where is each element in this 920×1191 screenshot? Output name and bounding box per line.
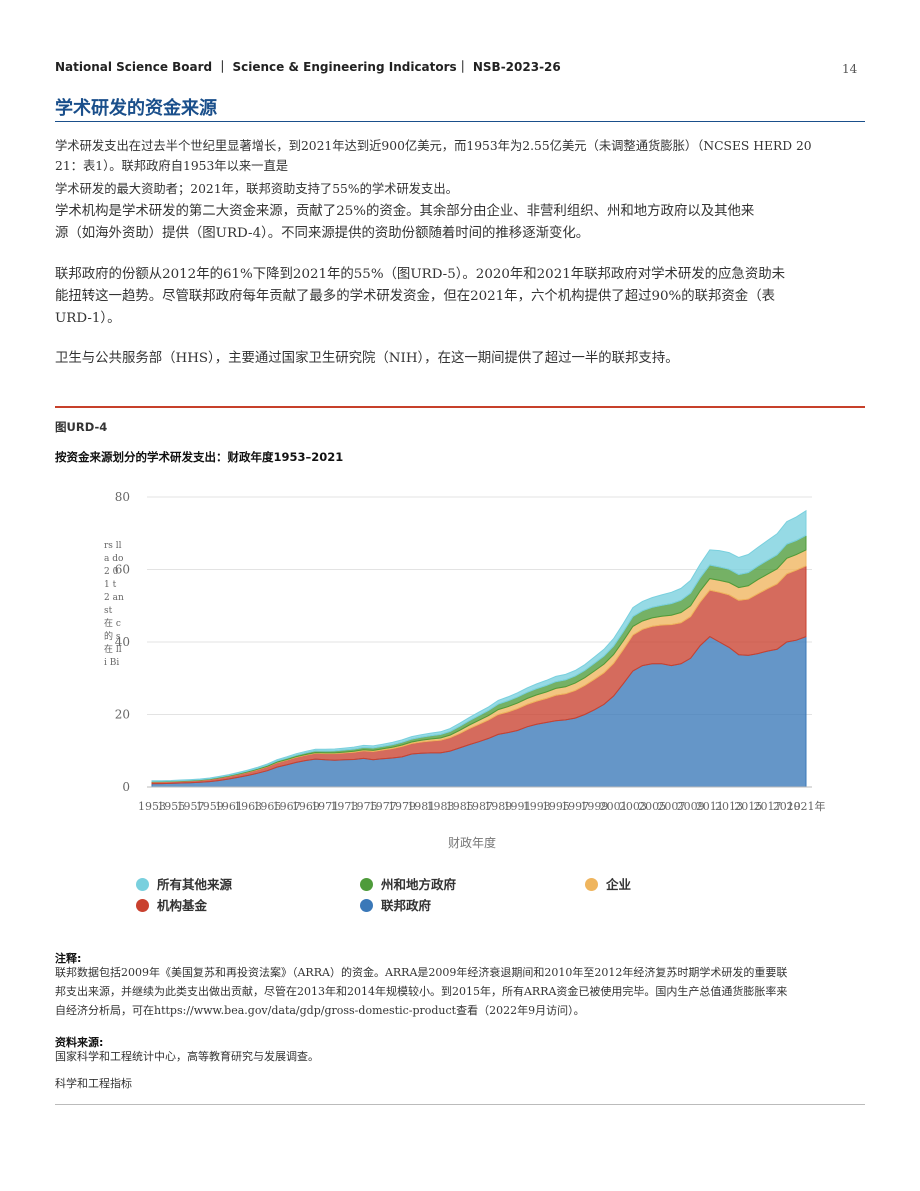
x-tick-label: 1981 (407, 800, 435, 813)
x-tick-label: 1985 (446, 800, 474, 813)
x-tick-label: 2015 (734, 800, 762, 813)
paragraph-3b: 源（如海外资助）提供（图URD-4）。不同来源提供的资助份额随着时间的推移逐渐变… (55, 226, 590, 241)
x-tick-label: 1983 (427, 800, 455, 813)
x-tick-label: 1987 (465, 800, 493, 813)
x-tick-label: 1967 (273, 800, 301, 813)
notes-line-1: 联邦数据包括2009年《美国复苏和再投资法案》（ARRA）的资金。ARRA是20… (55, 966, 788, 979)
legend-item-state-local[interactable]: 州和地方政府 (360, 874, 456, 893)
legend-label: 所有其他来源 (157, 877, 233, 892)
paragraph-4c: URD-1）。 (55, 311, 121, 326)
x-tick-label: 1989 (484, 800, 512, 813)
y-tick-label: 40 (115, 635, 130, 649)
x-tick-label: 2017 (754, 800, 782, 813)
running-header: National Science Board ｜ Science & Engin… (55, 60, 561, 74)
x-tick-label: 2003 (619, 800, 647, 813)
footer-text: 科学和工程指标 (55, 1077, 132, 1090)
y-axis-label: rs lla do 2 01 t 2 an st 在 c 的 s 在 lli B… (104, 541, 124, 668)
x-axis-label: 财政年度 (448, 835, 496, 850)
source-heading: 资料来源: (55, 1036, 104, 1049)
area-series (151, 509, 807, 782)
legend-swatch-icon (360, 878, 373, 891)
legend-swatch-icon (585, 878, 598, 891)
x-tick-label: 2001 (600, 800, 628, 813)
bottom-divider (55, 1104, 865, 1105)
paragraph-5: 卫生与公共服务部（HHS），主要通过国家卫生研究院（NIH），在这一期间提供了超… (55, 351, 679, 366)
x-tick-label: 2013 (715, 800, 743, 813)
x-tick-label: 1993 (523, 800, 551, 813)
legend-label: 联邦政府 (381, 898, 432, 913)
x-tick-label: 1991 (503, 800, 531, 813)
legend-swatch-icon (136, 878, 149, 891)
legend-item-business[interactable]: 企业 (585, 874, 631, 893)
x-tick-label: 1961 (215, 800, 243, 813)
figure-title: 按资金来源划分的学术研发支出：财政年度1953–2021 (55, 450, 344, 464)
x-tick-label: 2009 (677, 800, 705, 813)
paragraph-4a: 联邦政府的份额从2012年的61%下降到2021年的55%（图URD-5）。20… (55, 267, 785, 282)
y-tick-label: 0 (122, 780, 130, 794)
x-tick-label: 1973 (330, 800, 358, 813)
x-tick-label: 1977 (369, 800, 397, 813)
paragraph-2: 学术研发的最大资助者；2021年，联邦资助支持了55%的学术研发支出。 (55, 182, 458, 196)
x-tick-label: 1963 (234, 800, 262, 813)
paragraph-4b: 能扭转这一趋势。尽管联邦政府每年贡献了最多的学术研发资金，但在2021年，六个机… (55, 289, 775, 304)
x-tick-label: 2011 (696, 800, 724, 813)
x-tick-label: 1953 (138, 800, 166, 813)
x-tick-label: 1955 (157, 800, 185, 813)
legend-label: 州和地方政府 (381, 877, 457, 892)
x-tick-label: 1971 (311, 800, 339, 813)
notes-line-3: 自经济分析局，可在https://www.bea.gov/data/gdp/gr… (55, 1004, 585, 1017)
y-tick-label: 80 (115, 490, 130, 504)
x-tick-label: 2007 (657, 800, 685, 813)
y-tick-label: 60 (115, 563, 130, 577)
legend-label: 企业 (606, 877, 632, 892)
x-tick-label: 1957 (176, 800, 204, 813)
legend-item-institution[interactable]: 机构基金 (136, 895, 207, 914)
title-divider (55, 121, 865, 122)
figure-divider (55, 406, 865, 408)
legend-label: 机构基金 (157, 898, 208, 913)
x-tick-label: 1997 (561, 800, 589, 813)
legend-item-federal[interactable]: 联邦政府 (360, 895, 431, 914)
x-tick-label: 2005 (638, 800, 666, 813)
x-tick-label: 1965 (253, 800, 281, 813)
legend-item-other[interactable]: 所有其他来源 (136, 874, 232, 893)
x-tick-label: 2019 (773, 800, 801, 813)
legend-swatch-icon (136, 899, 149, 912)
y-tick-label: 20 (115, 708, 130, 722)
paragraph-1a: 学术研发支出在过去半个世纪里显著增长，到2021年达到近900亿美元，而1953… (55, 139, 812, 153)
figure-label: 图URD-4 (55, 420, 108, 434)
x-tick-label: 1999 (580, 800, 608, 813)
x-tick-label: 1995 (542, 800, 570, 813)
notes-heading: 注释: (55, 952, 82, 965)
x-tick-label: 1979 (388, 800, 416, 813)
notes-line-2: 邦支出来源，并继续为此类支出做出贡献，尽管在2013年和2014年规模较小。到2… (55, 985, 788, 998)
x-tick-label: 2021年 (787, 799, 826, 813)
legend-swatch-icon (360, 899, 373, 912)
source-text: 国家科学和工程统计中心，高等教育研究与发展调查。 (55, 1050, 319, 1063)
page-number: 14 (842, 62, 858, 76)
paragraph-3a: 学术机构是学术研发的第二大资金来源，贡献了25%的资金。其余部分由企业、非营利组… (55, 204, 755, 219)
section-title: 学术研发的资金来源 (55, 98, 217, 119)
paragraph-1b: 21：表1）。联邦政府自1953年以来一直是 (55, 159, 289, 173)
x-tick-label: 1975 (350, 800, 378, 813)
x-tick-label: 1959 (196, 800, 224, 813)
x-tick-label: 1969 (292, 800, 320, 813)
